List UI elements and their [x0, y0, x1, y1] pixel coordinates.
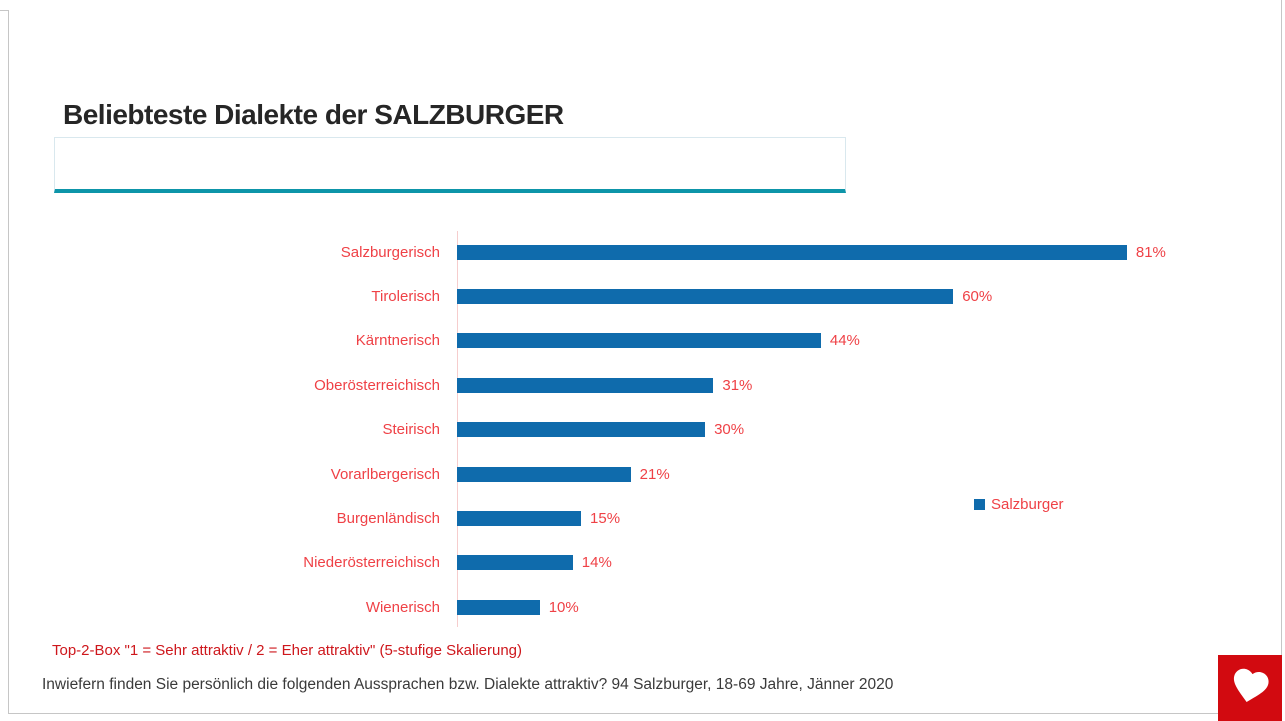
heart-logo	[1218, 655, 1282, 721]
value-label: 81%	[1135, 243, 1166, 261]
window-border-top	[0, 10, 9, 11]
window-border-left	[8, 10, 9, 713]
category-label: Kärntnerisch	[355, 332, 440, 350]
heart-icon	[1229, 665, 1271, 712]
value-label: 21%	[639, 465, 670, 483]
bar-row: Salzburgerisch 81%	[52, 230, 1232, 274]
bar-row: Wienerisch 10%	[52, 585, 1232, 629]
bar	[457, 333, 821, 349]
bar	[457, 289, 954, 305]
category-label: Salzburgerisch	[340, 243, 440, 261]
category-label: Tirolerisch	[371, 288, 440, 306]
filter-box[interactable]	[54, 137, 846, 193]
bar	[457, 511, 582, 527]
window-border-right	[1281, 0, 1282, 714]
window-border-bottom	[8, 713, 1282, 714]
legend-label: Salzburger	[991, 496, 1064, 513]
bar-row: Tirolerisch 60%	[52, 274, 1232, 318]
category-label: Niederösterreichisch	[303, 554, 440, 572]
category-label: Wienerisch	[365, 598, 440, 616]
source-note: Inwiefern finden Sie persönlich die folg…	[42, 676, 894, 693]
value-label: 44%	[829, 332, 860, 350]
bar-row: Burgenländisch 15%	[52, 496, 1232, 540]
legend-swatch	[974, 499, 985, 510]
value-label: 10%	[548, 598, 579, 616]
category-label: Oberösterreichisch	[314, 376, 440, 394]
bar	[457, 422, 706, 438]
bar-row: Kärntnerisch 44%	[52, 319, 1232, 363]
page-title: Beliebteste Dialekte der SALZBURGER	[63, 98, 564, 130]
bar	[457, 377, 714, 393]
bar-row: Vorarlbergerisch 21%	[52, 452, 1232, 496]
value-label: 60%	[962, 288, 993, 306]
category-label: Steirisch	[382, 421, 440, 439]
bar-row: Steirisch 30%	[52, 408, 1232, 452]
value-label: 14%	[581, 554, 612, 572]
value-label: 15%	[590, 510, 621, 528]
category-label: Vorarlbergerisch	[330, 465, 440, 483]
footnote: Top-2-Box "1 = Sehr attraktiv / 2 = Eher…	[52, 642, 523, 659]
bar	[457, 599, 540, 615]
bar-chart: Salzburgerisch 81% Tirolerisch 60% Kärnt…	[52, 230, 1232, 630]
bar	[457, 466, 631, 482]
value-label: 31%	[722, 376, 753, 394]
bar	[457, 555, 573, 571]
value-label: 30%	[714, 421, 745, 439]
legend: Salzburger	[974, 496, 1064, 513]
bar-row: Niederösterreichisch 14%	[52, 541, 1232, 585]
bar	[457, 244, 1127, 260]
category-label: Burgenländisch	[336, 510, 440, 528]
bar-row: Oberösterreichisch 31%	[52, 363, 1232, 407]
